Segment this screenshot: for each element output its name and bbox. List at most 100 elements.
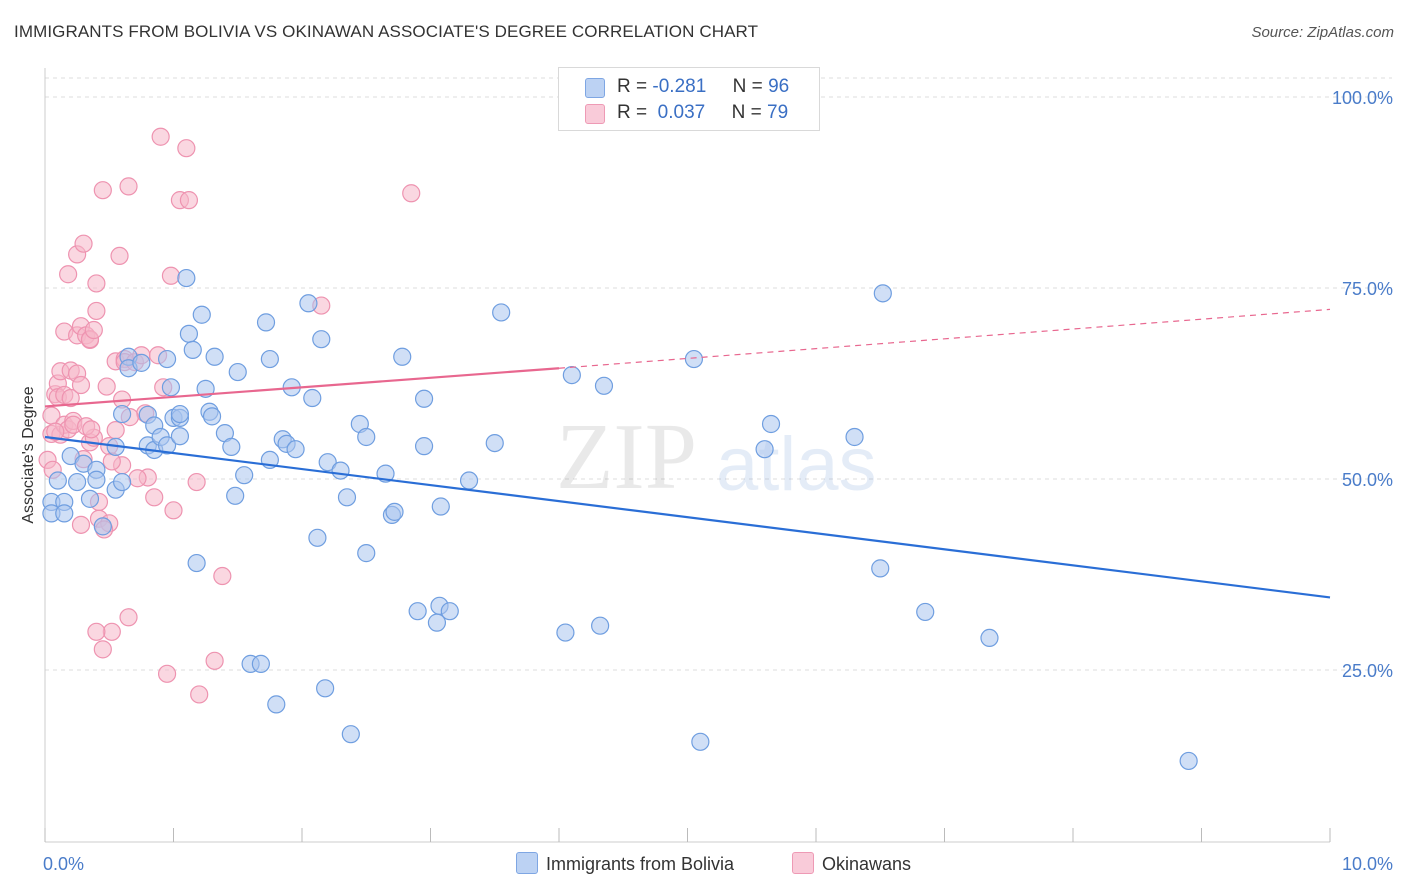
y-tick-label: 25.0% bbox=[1342, 661, 1393, 681]
bolivia-point bbox=[684, 349, 704, 369]
bolivia-point bbox=[260, 349, 279, 369]
series-bolivia bbox=[42, 268, 1198, 771]
bolivia-point bbox=[68, 472, 87, 492]
bolivia-point bbox=[93, 517, 112, 536]
bolivia-point bbox=[485, 433, 504, 453]
okinawan-point bbox=[128, 469, 147, 488]
bolivia-point bbox=[341, 725, 360, 744]
bolivia-point bbox=[179, 324, 199, 343]
bolivia-point bbox=[308, 528, 327, 547]
trend-line-bolivia bbox=[44, 435, 1331, 599]
okinawan-point bbox=[161, 266, 181, 285]
bolivia-point bbox=[235, 466, 254, 485]
bolivia-point bbox=[594, 376, 614, 395]
okinawan-point bbox=[61, 388, 80, 408]
bottom-legend-label-bolivia: Immigrants from Bolivia bbox=[546, 854, 735, 874]
bolivia-point bbox=[205, 347, 224, 366]
legend-r-label: R = bbox=[617, 102, 648, 123]
bolivia-point bbox=[228, 362, 247, 382]
bolivia-point bbox=[132, 353, 151, 372]
bolivia-point bbox=[286, 440, 305, 459]
bolivia-point bbox=[414, 437, 434, 456]
okinawan-point bbox=[46, 422, 65, 441]
watermark-zip: ZIP bbox=[556, 405, 697, 509]
bolivia-point bbox=[183, 340, 202, 359]
bolivia-point bbox=[187, 553, 206, 573]
chart-title: IMMIGRANTS FROM BOLIVIA VS OKINAWAN ASSO… bbox=[14, 22, 759, 41]
okinawan-point bbox=[87, 301, 106, 321]
bolivia-point bbox=[337, 488, 357, 507]
bolivia-point bbox=[431, 497, 450, 516]
bolivia-point bbox=[55, 504, 74, 523]
bolivia-point bbox=[192, 305, 211, 324]
okinawan-point bbox=[97, 377, 116, 396]
trend-lines bbox=[44, 308, 1331, 599]
source-label: Source: ZipAtlas.com bbox=[1251, 24, 1394, 41]
okinawan-point bbox=[402, 184, 421, 203]
bolivia-point bbox=[161, 378, 181, 397]
bolivia-point bbox=[222, 437, 241, 457]
bolivia-point bbox=[408, 602, 427, 621]
bolivia-point bbox=[591, 616, 610, 635]
bottom-legend-swatch-okinawans bbox=[792, 852, 814, 874]
bolivia-point bbox=[761, 414, 781, 434]
okinawan-point bbox=[177, 139, 196, 158]
x-tick-label: 0.0% bbox=[43, 854, 84, 874]
okinawan-point bbox=[151, 127, 170, 146]
bolivia-point bbox=[170, 427, 190, 446]
legend-n-value: 79 bbox=[767, 102, 789, 123]
okinawan-point bbox=[71, 375, 91, 395]
okinawan-point bbox=[93, 181, 112, 200]
bolivia-point bbox=[385, 502, 404, 521]
bolivia-point bbox=[873, 284, 892, 303]
legend-r-value: 0.037 bbox=[652, 102, 706, 123]
bolivia-point bbox=[48, 471, 67, 490]
legend-r-label: R = bbox=[617, 76, 648, 97]
okinawan-point bbox=[119, 177, 138, 196]
okinawan-point bbox=[157, 664, 177, 683]
trend-line-okinawans-extension bbox=[558, 308, 1331, 369]
tick-labels: 100.0% 75.0% 50.0% 25.0% 0.0% 10.0% bbox=[43, 88, 1393, 874]
legend-n-value: 96 bbox=[768, 76, 790, 97]
okinawan-point bbox=[106, 421, 125, 440]
bolivia-point bbox=[916, 602, 935, 622]
bolivia-point bbox=[299, 294, 318, 313]
bolivia-point bbox=[202, 407, 222, 426]
okinawan-point bbox=[102, 622, 121, 641]
watermark: ZIP atlas bbox=[556, 405, 877, 509]
okinawan-point bbox=[93, 640, 112, 659]
okinawan-point bbox=[59, 265, 78, 284]
bolivia-point bbox=[87, 470, 106, 489]
bolivia-point bbox=[226, 486, 245, 505]
bolivia-point bbox=[1179, 751, 1198, 771]
bottom-legend-swatch-bolivia bbox=[516, 852, 538, 874]
bolivia-point bbox=[556, 623, 575, 642]
correlation-legend: R = -0.281 N = 96 R = 0.037 N = 79 bbox=[558, 67, 820, 131]
bolivia-point bbox=[256, 313, 276, 332]
bottom-legend-okinawans: Okinawans bbox=[792, 852, 911, 875]
x-tick-label: 10.0% bbox=[1342, 854, 1393, 874]
okinawan-point bbox=[164, 501, 183, 520]
y-axis-label: Associate's Degree bbox=[20, 386, 37, 523]
bolivia-point bbox=[980, 628, 999, 648]
okinawan-point bbox=[190, 685, 209, 704]
bolivia-point bbox=[459, 471, 479, 490]
legend-r-value: -0.281 bbox=[652, 76, 707, 97]
bottom-legend-bolivia: Immigrants from Bolivia bbox=[516, 852, 734, 875]
bolivia-point bbox=[492, 303, 511, 322]
okinawan-point bbox=[205, 651, 224, 670]
bolivia-point bbox=[845, 427, 864, 447]
legend-n-label: N = bbox=[732, 76, 763, 97]
bolivia-point bbox=[170, 404, 190, 424]
okinawan-point bbox=[74, 234, 93, 253]
bolivia-point bbox=[393, 347, 412, 366]
y-tick-label: 75.0% bbox=[1342, 279, 1393, 299]
bolivia-point bbox=[755, 440, 774, 459]
bolivia-point bbox=[112, 472, 132, 492]
y-tick-label: 100.0% bbox=[1332, 88, 1393, 108]
trend-line-okinawans bbox=[44, 367, 560, 408]
okinawan-point bbox=[87, 274, 106, 293]
okinawan-point bbox=[145, 488, 164, 507]
okinawan-point bbox=[119, 608, 138, 627]
bolivia-point bbox=[112, 404, 132, 424]
